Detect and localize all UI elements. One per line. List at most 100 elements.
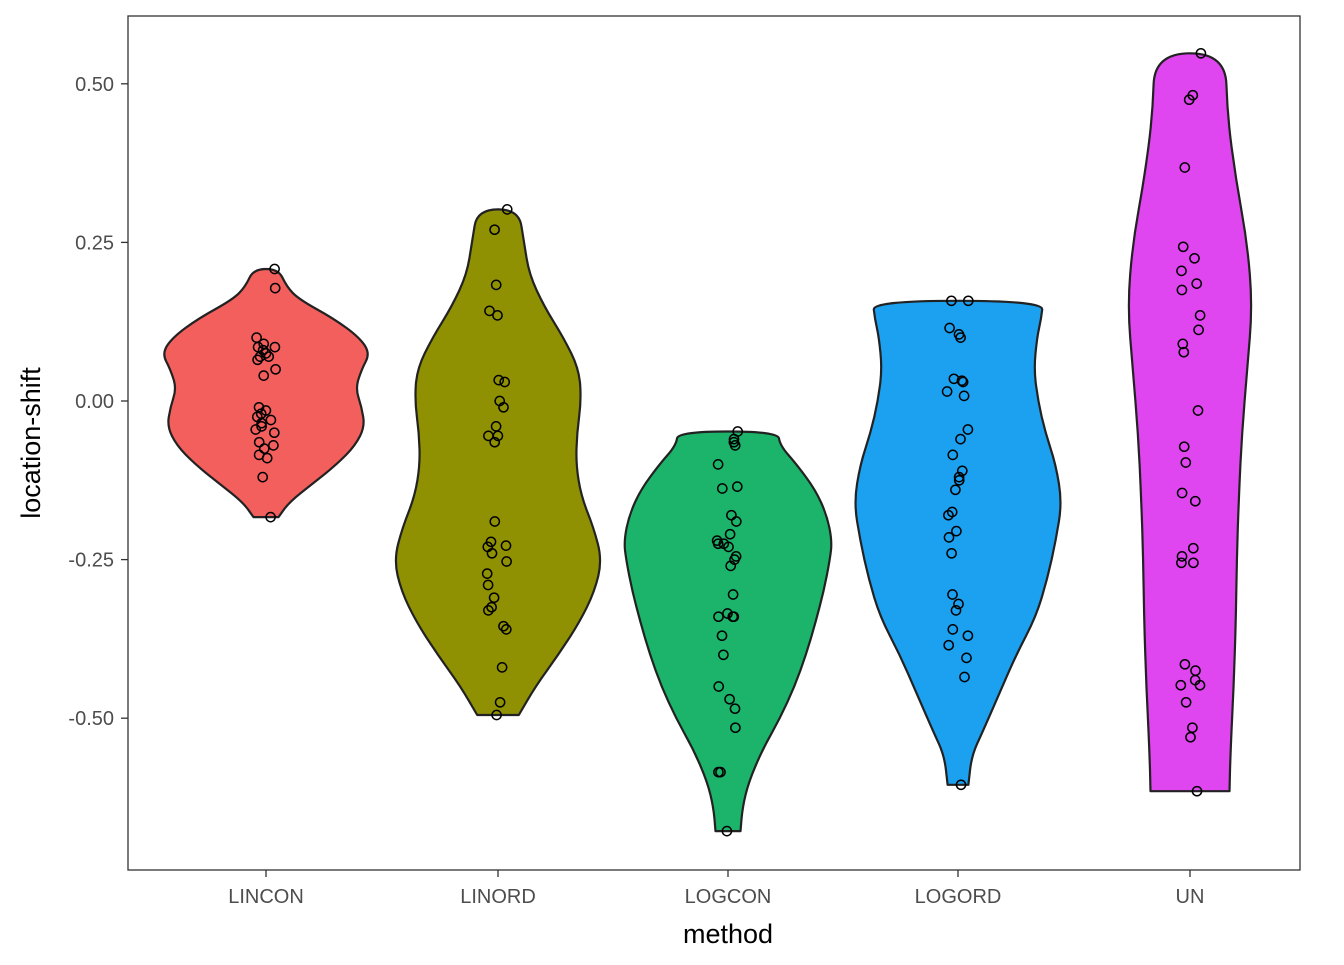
data-point (270, 363, 281, 375)
data-point (1191, 785, 1203, 797)
data-point (727, 589, 739, 600)
data-point (498, 401, 509, 413)
data-point (1177, 241, 1189, 253)
data-point (953, 598, 964, 610)
data-point (258, 338, 270, 350)
data-point (950, 484, 961, 496)
data-point (955, 332, 966, 343)
x-tick-label: LOGCON (685, 886, 772, 908)
data-point (1195, 47, 1207, 59)
x-axis: LINCON LINORD LOGCON LOGORD UN (228, 870, 1204, 908)
data-point (250, 424, 262, 435)
data-point (956, 465, 968, 477)
data-point (493, 374, 505, 386)
data-point (718, 649, 729, 661)
data-point (500, 624, 512, 635)
data-point (483, 605, 494, 616)
data-point (1175, 679, 1187, 691)
y-tick-label: 0.00 (75, 391, 114, 413)
data-point (950, 605, 962, 616)
data-point (257, 344, 269, 356)
data-point (729, 440, 741, 451)
data-point (731, 481, 743, 492)
data-point (962, 424, 974, 435)
data-point (486, 547, 498, 559)
data-point (728, 433, 740, 445)
data-point (257, 471, 269, 483)
data-point (1176, 265, 1187, 277)
data-point (489, 224, 500, 236)
data-point (1194, 310, 1206, 321)
data-point (958, 390, 970, 402)
data-point (265, 414, 277, 426)
data-point (1189, 495, 1201, 507)
data-point (943, 639, 955, 651)
data-point (723, 541, 734, 553)
data-point (1188, 557, 1199, 569)
data-point (713, 766, 724, 778)
data-point (1176, 284, 1188, 296)
data-point (1180, 457, 1192, 468)
data-point (1176, 551, 1188, 562)
data-point (268, 427, 280, 439)
data-point (716, 630, 728, 642)
x-tick-label: LINORD (460, 886, 536, 908)
data-point (269, 282, 281, 294)
data-point (1178, 441, 1190, 453)
data-point (948, 373, 960, 385)
data-point (1194, 679, 1206, 691)
data-point (955, 779, 967, 791)
data-point (943, 509, 954, 521)
data-point (482, 579, 494, 591)
data-point (725, 560, 737, 572)
data-point (953, 471, 965, 483)
data-point (269, 263, 280, 275)
data-point (268, 440, 279, 451)
data-point (256, 421, 267, 432)
data-point (494, 696, 506, 708)
data-point (492, 430, 504, 442)
data-point (1177, 338, 1189, 350)
data-point (1179, 162, 1191, 173)
data-point (491, 709, 502, 721)
data-point (1178, 346, 1190, 358)
y-axis: -0.50 -0.25 0.00 0.25 0.50 (68, 74, 128, 730)
data-point (712, 459, 724, 470)
y-axis-title: location-shift (16, 367, 46, 519)
y-tick-label: 0.25 (75, 232, 114, 254)
data-point (712, 538, 724, 550)
data-point (729, 703, 741, 715)
data-point (492, 310, 503, 321)
data-point (490, 279, 502, 291)
violin-logord (854, 299, 1062, 786)
points-layer (250, 47, 1207, 837)
data-point (500, 540, 512, 551)
data-point (489, 436, 501, 448)
data-point (947, 624, 959, 635)
data-point (269, 341, 281, 353)
data-point (955, 433, 966, 445)
data-point (730, 516, 742, 527)
data-point (961, 652, 972, 664)
data-point (481, 568, 493, 579)
data-point (1193, 324, 1204, 336)
data-point (265, 511, 276, 523)
data-point (256, 417, 267, 429)
data-point (484, 305, 495, 317)
data-point (713, 611, 724, 623)
data-point (943, 532, 955, 543)
data-point (1176, 487, 1188, 499)
data-point (947, 449, 959, 461)
data-point (962, 630, 974, 642)
data-point (724, 693, 735, 705)
data-point (253, 436, 265, 448)
data-point (941, 386, 953, 397)
x-tick-label: LINCON (228, 886, 304, 908)
data-point (721, 825, 733, 837)
data-point (724, 528, 736, 540)
data-point (261, 452, 273, 464)
violin-logcon (623, 430, 833, 833)
data-point (956, 375, 968, 387)
